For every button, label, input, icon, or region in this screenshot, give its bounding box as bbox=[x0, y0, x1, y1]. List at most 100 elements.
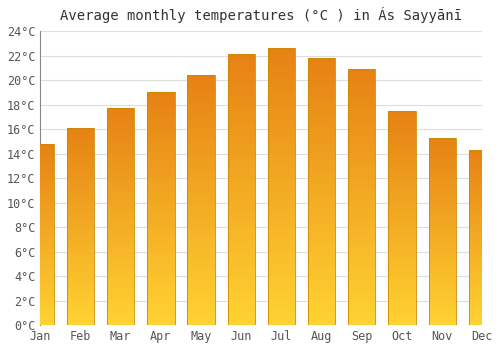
Bar bbox=[268, 137, 295, 140]
Bar bbox=[107, 156, 134, 158]
Bar bbox=[428, 147, 456, 149]
Bar bbox=[107, 115, 134, 117]
Bar bbox=[188, 288, 214, 290]
Bar bbox=[268, 198, 295, 201]
Bar bbox=[67, 169, 94, 171]
Bar bbox=[428, 156, 456, 158]
Bar bbox=[388, 154, 415, 156]
Bar bbox=[308, 122, 336, 125]
Bar bbox=[468, 162, 496, 164]
Bar bbox=[468, 304, 496, 306]
Bar bbox=[308, 191, 336, 194]
Bar bbox=[468, 246, 496, 248]
Bar bbox=[107, 280, 134, 282]
Bar bbox=[67, 153, 94, 155]
Bar bbox=[228, 187, 255, 190]
Bar bbox=[428, 314, 456, 316]
Bar bbox=[26, 160, 54, 162]
Bar bbox=[388, 201, 415, 203]
Bar bbox=[348, 304, 376, 307]
Bar bbox=[107, 180, 134, 182]
Bar bbox=[188, 92, 214, 95]
Bar bbox=[147, 190, 174, 192]
Bar bbox=[67, 189, 94, 191]
Bar bbox=[147, 246, 174, 248]
Bar bbox=[388, 166, 415, 169]
Bar bbox=[308, 269, 336, 272]
Bar bbox=[26, 260, 54, 262]
Bar bbox=[188, 158, 214, 160]
Bar bbox=[388, 190, 415, 192]
Bar bbox=[107, 301, 134, 303]
Bar bbox=[268, 303, 295, 306]
Bar bbox=[428, 164, 456, 166]
Bar bbox=[67, 187, 94, 189]
Bar bbox=[348, 312, 376, 315]
Bar bbox=[388, 173, 415, 175]
Bar bbox=[26, 298, 54, 300]
Bar bbox=[388, 132, 415, 134]
Bar bbox=[428, 169, 456, 172]
Bar bbox=[67, 185, 94, 187]
Bar bbox=[428, 199, 456, 202]
Bar bbox=[388, 267, 415, 270]
Bar bbox=[428, 321, 456, 323]
Bar bbox=[147, 216, 174, 218]
Bar bbox=[107, 123, 134, 126]
Bar bbox=[188, 258, 214, 260]
Bar bbox=[268, 239, 295, 242]
Bar bbox=[308, 218, 336, 221]
Bar bbox=[268, 308, 295, 312]
Bar bbox=[308, 232, 336, 235]
Bar bbox=[308, 146, 336, 149]
Title: Average monthly temperatures (°C ) in Ás Sayyānī: Average monthly temperatures (°C ) in Ás… bbox=[60, 7, 462, 23]
Bar bbox=[67, 140, 94, 142]
Bar bbox=[268, 231, 295, 234]
Bar bbox=[268, 206, 295, 209]
Bar bbox=[228, 117, 255, 119]
Bar bbox=[468, 236, 496, 238]
Bar bbox=[228, 217, 255, 219]
Bar bbox=[107, 238, 134, 240]
Bar bbox=[468, 232, 496, 234]
Bar bbox=[107, 117, 134, 119]
Bar bbox=[428, 310, 456, 312]
Bar bbox=[26, 182, 54, 184]
Bar bbox=[228, 249, 255, 252]
Bar bbox=[67, 165, 94, 167]
Bar bbox=[67, 195, 94, 197]
Bar bbox=[428, 274, 456, 277]
Bar bbox=[67, 205, 94, 207]
Bar bbox=[268, 275, 295, 278]
Bar bbox=[428, 231, 456, 233]
Bar bbox=[26, 234, 54, 236]
Bar bbox=[26, 303, 54, 305]
Bar bbox=[147, 244, 174, 246]
Bar bbox=[107, 152, 134, 154]
Bar bbox=[26, 285, 54, 287]
Bar bbox=[428, 149, 456, 151]
Bar bbox=[26, 186, 54, 187]
Bar bbox=[428, 250, 456, 252]
Bar bbox=[26, 200, 54, 202]
Bar bbox=[388, 162, 415, 164]
Bar bbox=[428, 258, 456, 260]
Bar bbox=[268, 134, 295, 137]
Bar bbox=[228, 238, 255, 241]
Bar bbox=[268, 272, 295, 275]
Bar bbox=[348, 69, 376, 325]
Bar bbox=[348, 202, 376, 205]
Bar bbox=[107, 121, 134, 124]
Bar bbox=[107, 236, 134, 238]
Bar bbox=[308, 61, 336, 63]
Bar bbox=[26, 222, 54, 224]
Bar bbox=[348, 240, 376, 243]
Bar bbox=[67, 146, 94, 148]
Bar bbox=[228, 301, 255, 303]
Bar bbox=[308, 117, 336, 119]
Bar bbox=[107, 206, 134, 208]
Bar bbox=[308, 186, 336, 189]
Bar bbox=[188, 245, 214, 248]
Bar bbox=[348, 261, 376, 264]
Bar bbox=[348, 199, 376, 202]
